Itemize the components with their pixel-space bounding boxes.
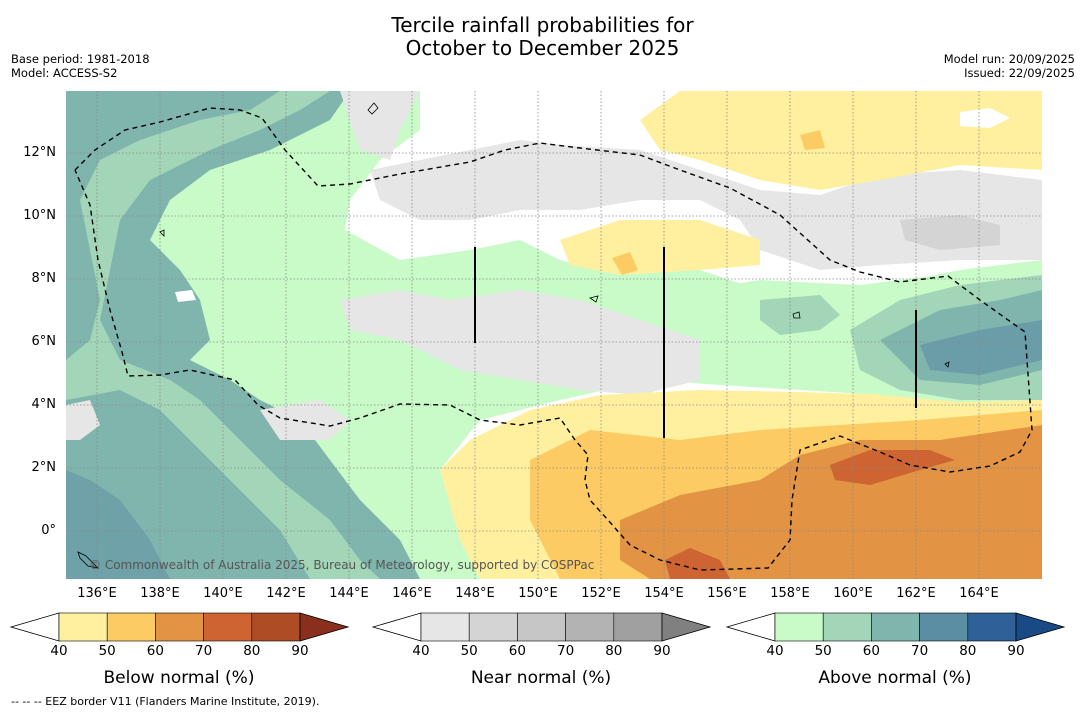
- colorbar-below-tick-label: 90: [291, 643, 309, 659]
- colorbar-near-tick-label: 80: [605, 643, 623, 659]
- gridlines: [66, 91, 1042, 579]
- lon-label-140e: 140°E: [203, 586, 243, 601]
- model-name: Model: ACCESS-S2: [11, 66, 118, 80]
- lon-label-150e: 150°E: [518, 586, 558, 601]
- model-run: Model run: 20/09/2025: [943, 52, 1075, 66]
- colorbar-below-tick-label: 40: [50, 643, 68, 659]
- base-period: Base period: 1981-2018: [11, 52, 150, 66]
- meta-right: Model run: 20/09/2025 Issued: 22/09/2025: [944, 52, 1075, 80]
- lon-label-154e: 154°E: [644, 586, 684, 601]
- title-line-1: Tercile rainfall probabilities for: [391, 13, 694, 37]
- colorbar-below-tick-label: 70: [195, 643, 213, 659]
- colorbar-above-tick-label: 50: [814, 643, 832, 659]
- lat-label-10n: 10°N: [23, 208, 56, 223]
- lon-label-152e: 152°E: [581, 586, 621, 601]
- lon-label-164e: 164°E: [959, 586, 999, 601]
- lat-label-6n: 6°N: [31, 334, 57, 349]
- lat-label-0: 0°: [41, 523, 56, 538]
- lon-label-160e: 160°E: [833, 586, 873, 601]
- lon-label-158e: 158°E: [770, 586, 810, 601]
- lon-label-156e: 156°E: [707, 586, 747, 601]
- colorbar-near-tick-label: 90: [653, 643, 671, 659]
- lat-label-12n: 12°N: [23, 145, 56, 160]
- colorbar-above-tick-label: 80: [959, 643, 977, 659]
- map-title: Tercile rainfall probabilities for Octob…: [0, 14, 1085, 60]
- meta-left: Base period: 1981-2018 Model: ACCESS-S2: [11, 52, 150, 80]
- islands: [77, 102, 950, 569]
- lon-label-138e: 138°E: [140, 586, 180, 601]
- colorbar-near-title: Near normal (%): [470, 668, 612, 688]
- colorbar-above-tick-label: 90: [1007, 643, 1025, 659]
- copyright-text: © Commonwealth of Australia 2025, Bureau…: [89, 558, 595, 572]
- colorbar-below-tick-label: 80: [243, 643, 261, 659]
- lon-label-148e: 148°E: [455, 586, 495, 601]
- colorbar-above-tick-label: 70: [911, 643, 929, 659]
- lon-label-162e: 162°E: [896, 586, 936, 601]
- colorbar-near-tick-label: 60: [508, 643, 526, 659]
- boundary-lines: [474, 247, 917, 438]
- colorbar-above-tick-label: 40: [766, 643, 784, 659]
- probability-field: [66, 91, 1042, 579]
- colorbar-near-tick-label: 70: [557, 643, 575, 659]
- eez-footnote: -- -- -- EEZ border V11 (Flanders Marine…: [11, 695, 320, 708]
- lat-label-2n: 2°N: [31, 460, 57, 475]
- lat-label-8n: 8°N: [31, 271, 57, 286]
- lat-label-4n: 4°N: [31, 397, 57, 412]
- lon-label-144e: 144°E: [329, 586, 369, 601]
- colorbar-below-tick-label: 50: [98, 643, 116, 659]
- colorbar-near-tick-label: 40: [412, 643, 430, 659]
- title-line-2: October to December 2025: [405, 36, 680, 60]
- lon-label-146e: 146°E: [392, 586, 432, 601]
- colorbar-above-title: Above normal (%): [818, 668, 972, 688]
- colorbar-above-tick-label: 60: [862, 643, 880, 659]
- colorbar-near-tick-label: 50: [460, 643, 478, 659]
- lon-label-142e: 142°E: [266, 586, 306, 601]
- colorbar-below-tick-label: 60: [146, 643, 164, 659]
- issued-date: Issued: 22/09/2025: [964, 66, 1075, 80]
- colorbar-below-title: Below normal (%): [103, 668, 255, 688]
- eez-border: [74, 107, 1033, 571]
- lon-label-136e: 136°E: [77, 586, 117, 601]
